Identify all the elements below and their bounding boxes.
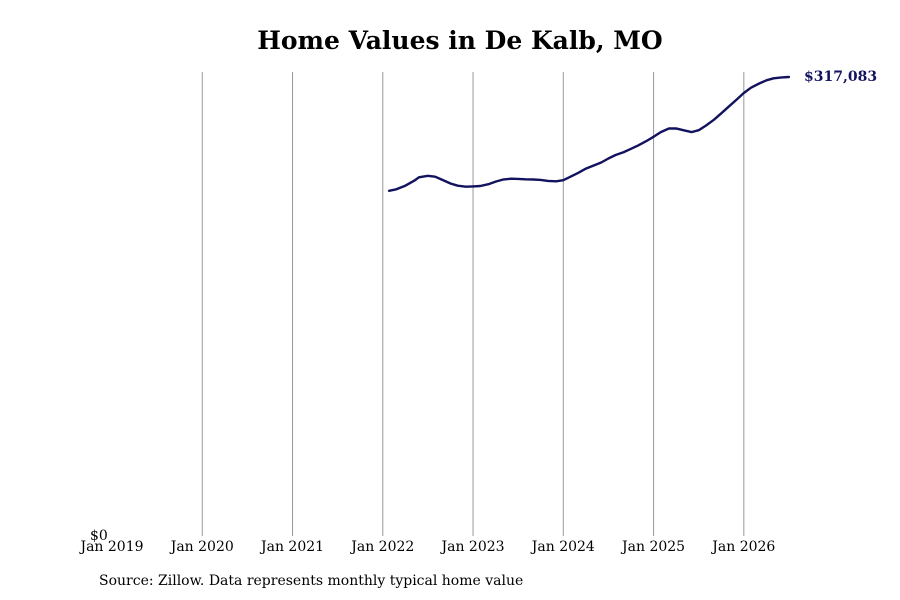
grid-lines: [201, 72, 745, 536]
series-end-label: $317,083: [804, 69, 877, 85]
y-axis: $0: [90, 528, 108, 544]
x-tick-label: Jan 2021: [259, 539, 324, 555]
chart-title: Home Values in De Kalb, MO: [257, 26, 663, 55]
x-tick-label: Jan 2019: [78, 539, 143, 555]
y-tick-label: $0: [90, 528, 108, 544]
x-tick-label: Jan 2023: [440, 539, 505, 555]
x-tick-label: Jan 2020: [169, 539, 234, 555]
x-tick-label: Jan 2026: [710, 539, 775, 555]
x-tick-label: Jan 2025: [620, 539, 685, 555]
x-axis: Jan 2019 Jan 2020 Jan 2021 Jan 2022 Jan 2023…: [78, 539, 775, 555]
series-line: [387, 75, 791, 192]
series-layer: $317,083: [387, 69, 877, 192]
x-tick-label: Jan 2022: [349, 539, 414, 555]
x-tick-label: Jan 2024: [530, 539, 595, 555]
chart-source: Source: Zillow. Data represents monthly …: [99, 573, 524, 589]
